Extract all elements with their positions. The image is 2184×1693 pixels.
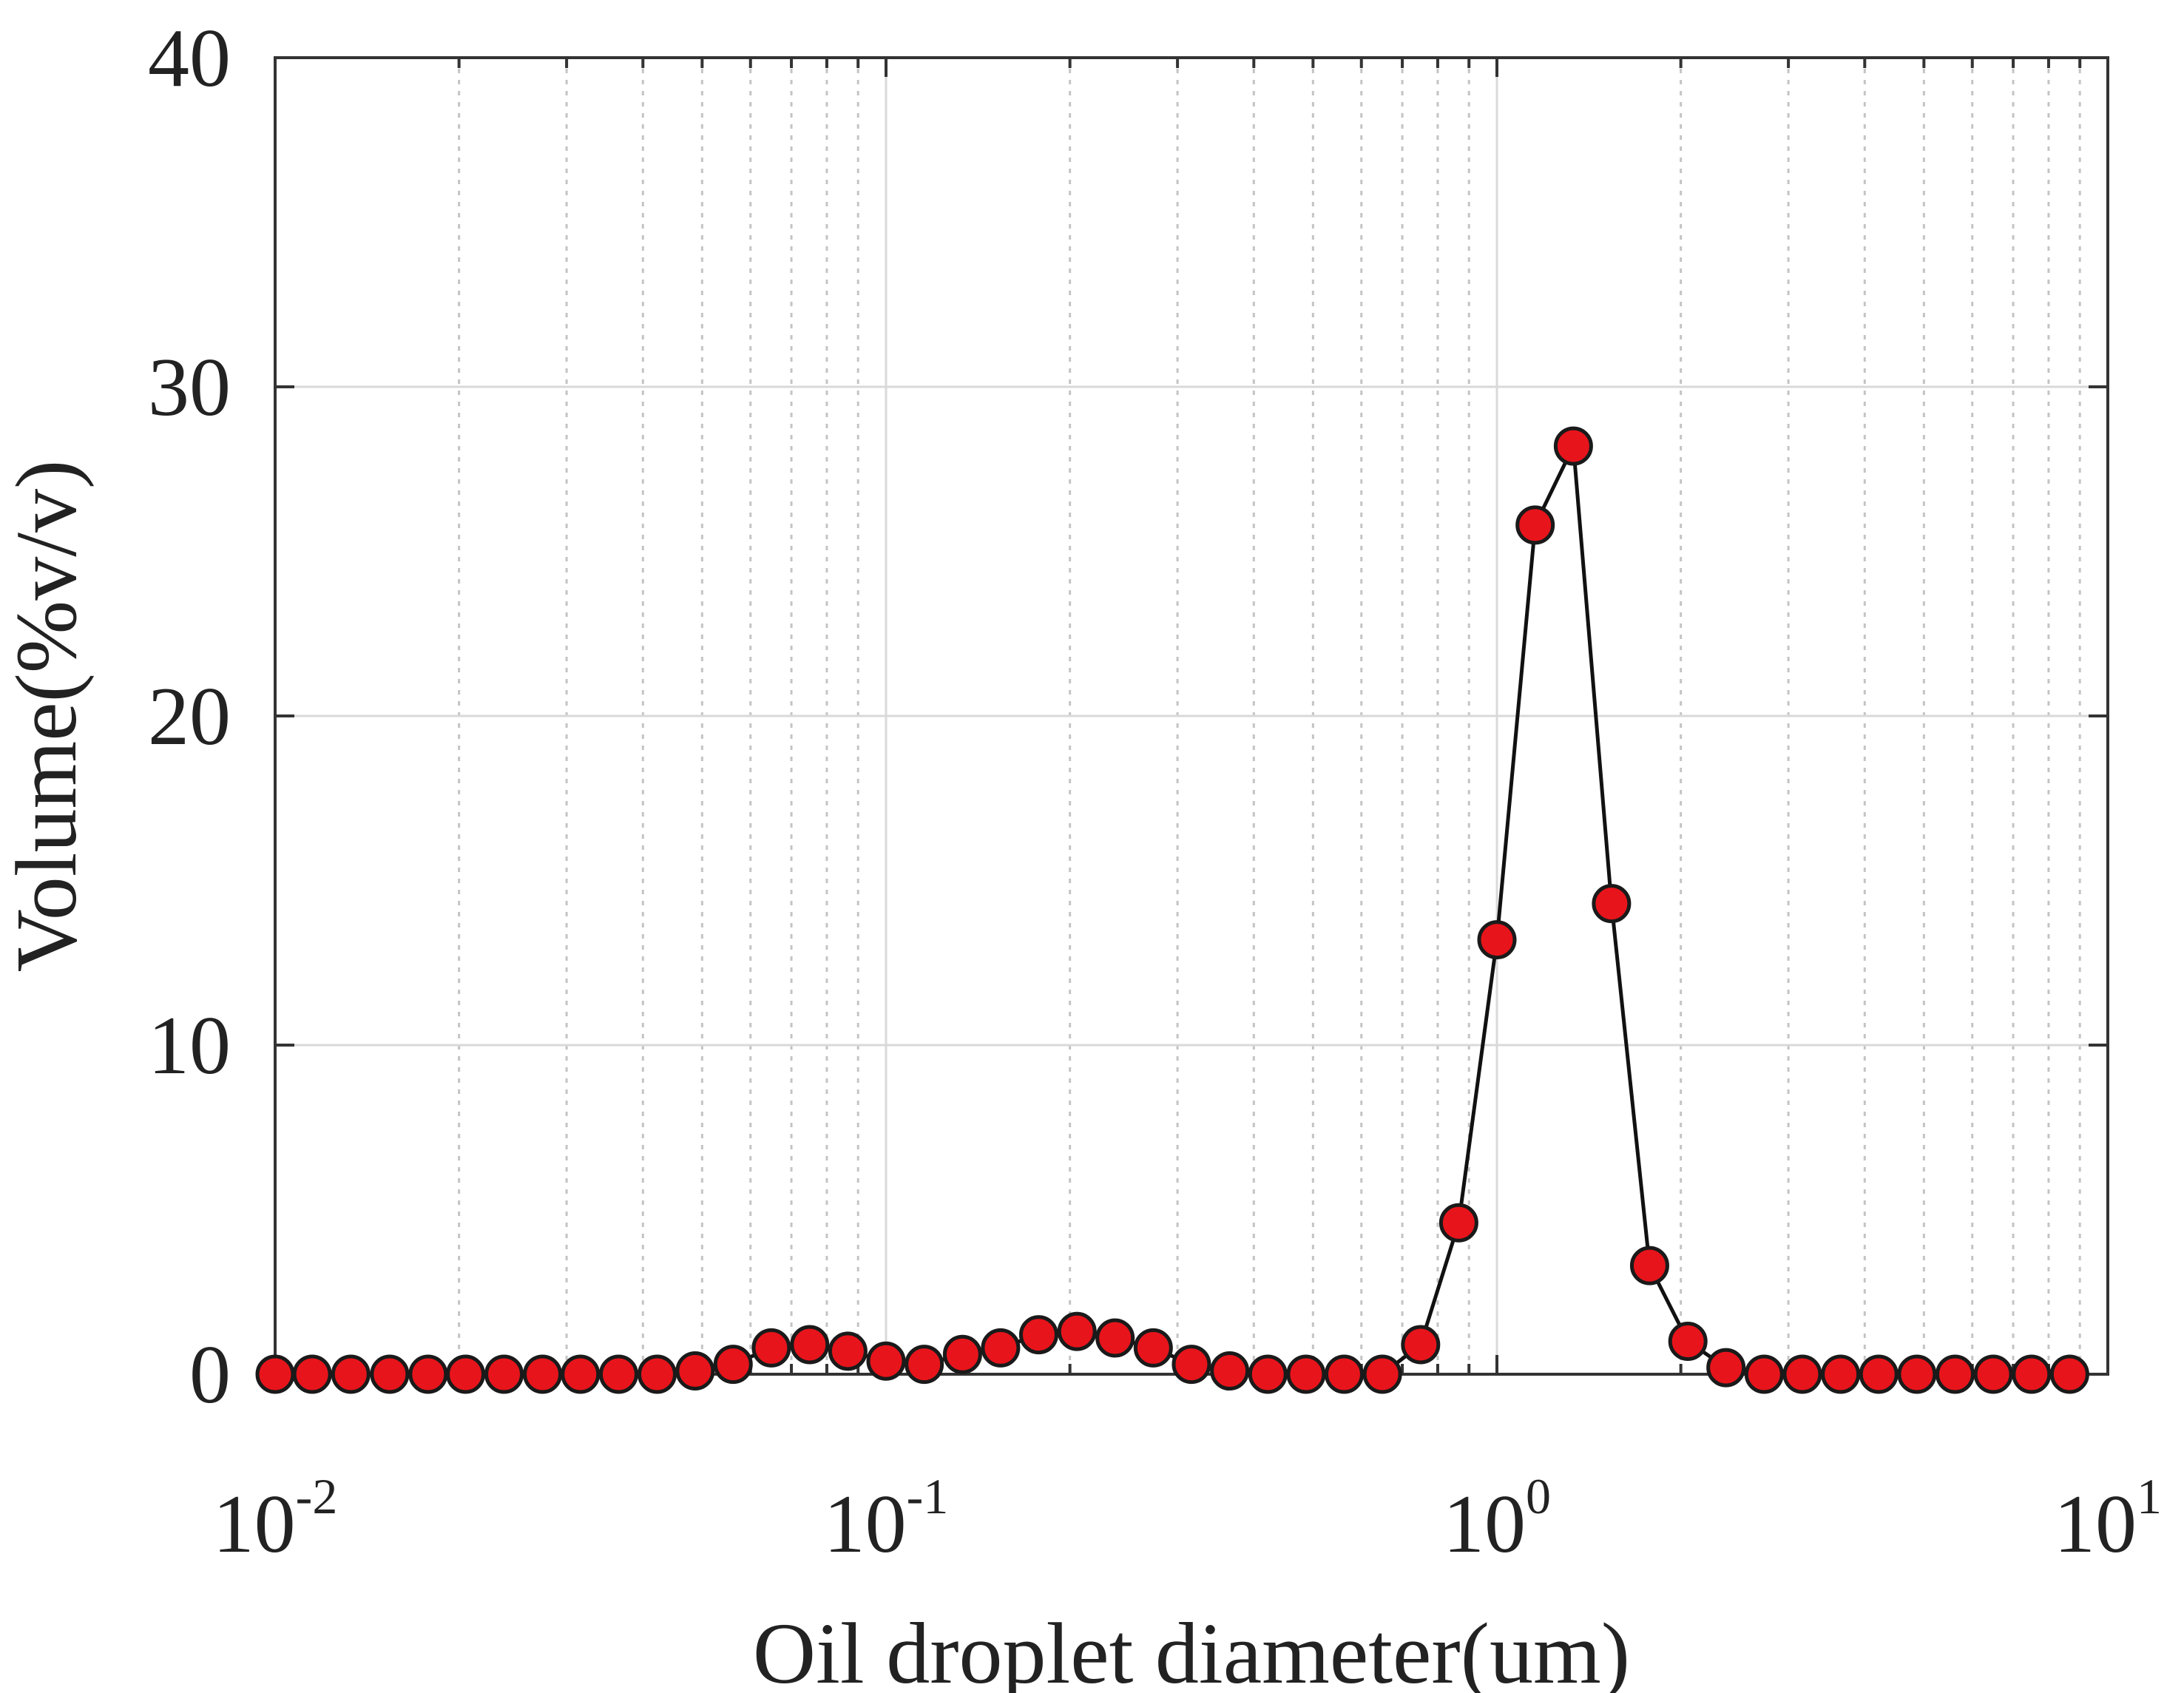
data-point <box>713 1345 753 1385</box>
x-tick-label: 100 <box>1443 1468 1551 1570</box>
data-point <box>598 1354 638 1394</box>
data-point <box>1324 1354 1364 1394</box>
data-point <box>561 1354 601 1394</box>
data-point <box>2049 1354 2089 1394</box>
data-point <box>2012 1354 2052 1394</box>
data-point <box>675 1351 715 1391</box>
x-tick-exponent: -2 <box>296 1468 338 1524</box>
y-tick-label: 0 <box>189 1329 231 1421</box>
data-point <box>370 1354 410 1394</box>
data-point <box>866 1341 906 1381</box>
y-axis-title: Volume(%v/v) <box>0 460 95 973</box>
data-point <box>523 1354 563 1394</box>
data-point <box>751 1328 791 1368</box>
data-point <box>292 1354 332 1394</box>
x-tick-label: 10-2 <box>213 1468 338 1570</box>
x-tick-base: 10 <box>213 1479 296 1570</box>
data-point <box>1438 1203 1478 1243</box>
x-tick-exponent: 1 <box>2137 1468 2162 1524</box>
data-point <box>1248 1354 1288 1394</box>
x-tick-base: 10 <box>2054 1479 2137 1570</box>
data-point <box>1744 1354 1784 1394</box>
data-point <box>1095 1318 1135 1358</box>
x-tick-exponent: -1 <box>907 1468 949 1524</box>
y-tick-label: 30 <box>148 342 231 433</box>
y-tick-label: 10 <box>148 1000 231 1092</box>
data-point <box>1018 1315 1058 1355</box>
data-point <box>1210 1351 1250 1391</box>
x-tick-label: 10-1 <box>824 1468 949 1570</box>
y-tick-labels: 0 10 20 30 40 <box>148 13 231 1421</box>
x-tick-label: 101 <box>2054 1468 2162 1570</box>
data-point <box>1477 920 1517 960</box>
data-point <box>1286 1354 1326 1394</box>
data-point <box>408 1354 448 1394</box>
x-tick-base: 10 <box>824 1479 907 1570</box>
data-series <box>255 426 2089 1394</box>
data-point <box>1629 1246 1669 1285</box>
data-point <box>1935 1354 1975 1394</box>
data-point <box>828 1331 868 1371</box>
data-point <box>1859 1354 1899 1394</box>
data-point <box>1706 1348 1746 1388</box>
data-point <box>1668 1322 1708 1361</box>
data-point <box>1172 1345 1211 1385</box>
data-point <box>484 1354 524 1394</box>
x-tick-labels: 10-2 10-1 100 101 <box>213 1468 2162 1570</box>
y-tick-label: 40 <box>148 13 231 104</box>
data-point <box>1362 1354 1402 1394</box>
x-tick-base: 10 <box>1443 1479 1526 1570</box>
data-point <box>942 1334 982 1374</box>
data-point <box>981 1328 1021 1368</box>
data-point <box>638 1354 677 1394</box>
data-point <box>1515 505 1555 545</box>
data-point <box>790 1325 830 1365</box>
y-tick-label: 20 <box>148 671 231 763</box>
data-point <box>1821 1354 1861 1394</box>
data-point <box>1553 426 1593 466</box>
data-point <box>1592 884 1632 924</box>
data-point <box>1897 1354 1937 1394</box>
data-point <box>331 1354 371 1394</box>
data-point <box>1401 1325 1441 1365</box>
data-point <box>1973 1354 2013 1394</box>
x-tick-exponent: 0 <box>1526 1468 1551 1524</box>
data-point <box>905 1345 944 1385</box>
data-point <box>1133 1328 1173 1368</box>
data-point <box>446 1354 486 1394</box>
data-point <box>1782 1354 1822 1394</box>
data-point <box>255 1354 295 1394</box>
data-point <box>1057 1311 1097 1351</box>
x-axis-title: Oil droplet diameter(um) <box>753 1605 1630 1693</box>
